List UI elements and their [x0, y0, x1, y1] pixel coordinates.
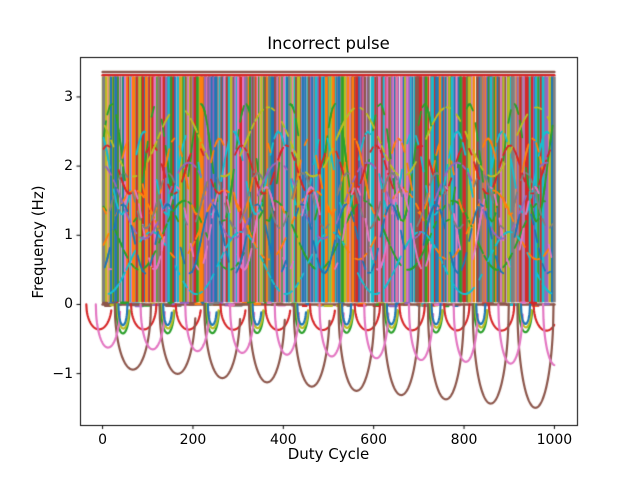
x-tick-label: 1000	[536, 431, 573, 448]
y-tick-label: −1	[52, 365, 73, 382]
x-tick-label: 800	[450, 431, 478, 448]
y-tick-label: 0	[64, 296, 73, 313]
x-axis-label: Duty Cycle	[287, 445, 370, 463]
x-tick-label: 600	[360, 431, 388, 448]
x-tick-label: 400	[269, 431, 297, 448]
y-tick-label: 3	[64, 88, 73, 105]
x-tick-label: 0	[98, 431, 108, 448]
y-axis-label: Frequency (Hz)	[29, 184, 47, 299]
y-tick-label: 1	[64, 227, 73, 244]
y-tick-label: 2	[64, 158, 73, 175]
x-tick-label: 200	[179, 431, 207, 448]
chart-title: Incorrect pulse	[267, 34, 390, 53]
